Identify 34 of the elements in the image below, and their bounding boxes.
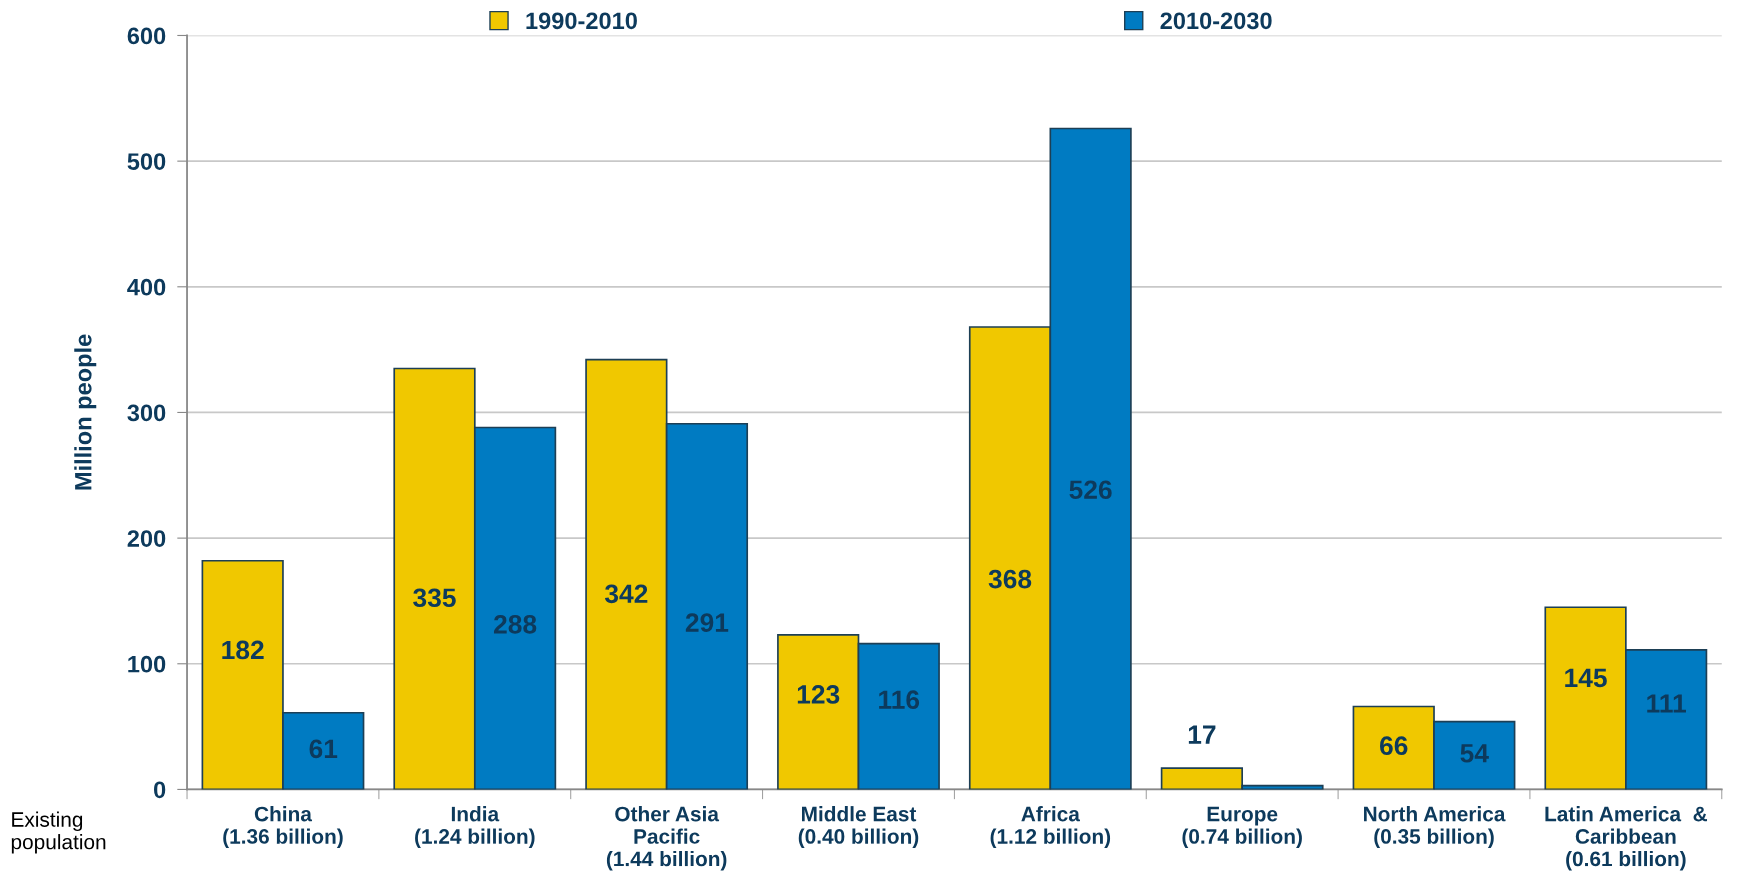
x-tick-label: China (1.36 billion) [223,806,343,848]
x-tick-label: North America (0.35 billion) [1364,806,1506,848]
y-axis-title: Million people [74,334,97,490]
data-label: 123 [797,685,840,704]
data-label: 342 [604,584,648,604]
data-label: 368 [988,569,1032,589]
data-label: 526 [1069,480,1112,500]
data-label: 335 [413,588,456,608]
y-tick-label: 500 [127,153,166,170]
data-label: 66 [1380,736,1408,756]
data-label: 17 [1188,725,1216,744]
y-tick-label: 400 [127,278,166,296]
data-label: 116 [879,690,920,710]
legend-label: 2010-2030 [1160,12,1272,30]
x-tick-label: Europe (0.74 billion) [1182,806,1302,848]
y-tick-label: 100 [128,655,166,673]
legend-label: 1990-2010 [526,12,637,30]
data-label: 291 [685,613,729,632]
data-label: 182 [222,640,264,660]
x-tick-label: Latin America & Caribbean (0.61 billion) [1545,806,1708,871]
data-label: 111 [1647,694,1686,713]
data-label: 288 [493,614,537,634]
y-tick-label: 0 [154,781,166,799]
x-tick-label: India (1.24 billion) [415,806,535,848]
x-tick-label: Other Asia Pacific (1.44 billion) [606,806,727,871]
data-label: 54 [1460,744,1489,763]
text: Existing population [11,811,106,854]
x-tick-label: Middle East (0.40 billion) [798,806,919,848]
y-tick-label: 600 [127,27,166,45]
data-label: 145 [1565,668,1607,688]
x-tick-label: Africa (1.12 billion) [990,806,1111,848]
y-tick-label: 300 [127,404,166,422]
data-label: 61 [309,739,338,759]
y-tick-label: 200 [127,530,166,547]
